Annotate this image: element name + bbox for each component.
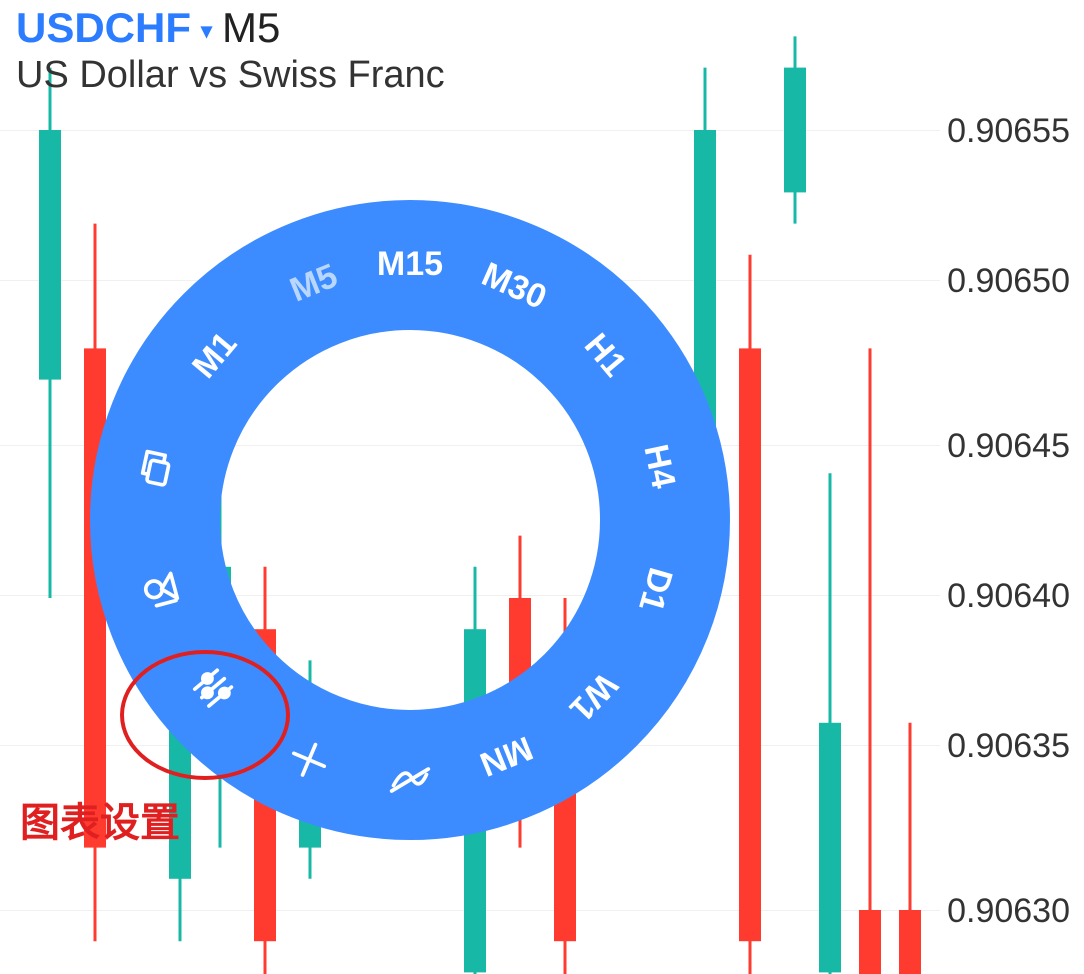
indicators-icon[interactable] [388, 753, 432, 802]
timeframe-label: M5 [222, 4, 280, 52]
annotation-ellipse [120, 650, 290, 780]
y-tick-label: 0.90655 [947, 112, 1070, 151]
annotation-label: 图表设置 [20, 790, 180, 848]
chart-screen: 0.90655 0.90650 0.90645 0.90640 0.90635 0.906… [0, 0, 1084, 974]
symbol-description: US Dollar vs Swiss Franc [16, 54, 445, 97]
chart-header: USDCHF ▾ M5 US Dollar vs Swiss Franc [16, 4, 445, 97]
symbol-label[interactable]: USDCHF [16, 4, 191, 52]
y-tick-label: 0.90630 [947, 892, 1070, 931]
timeframe-m15[interactable]: M15 [375, 245, 445, 284]
y-tick-label: 0.90635 [947, 727, 1070, 766]
y-tick-label: 0.90645 [947, 427, 1070, 466]
y-tick-label: 0.90640 [947, 577, 1070, 616]
symbol-dropdown-icon[interactable]: ▾ [201, 18, 212, 44]
y-tick-label: 0.90650 [947, 262, 1070, 301]
